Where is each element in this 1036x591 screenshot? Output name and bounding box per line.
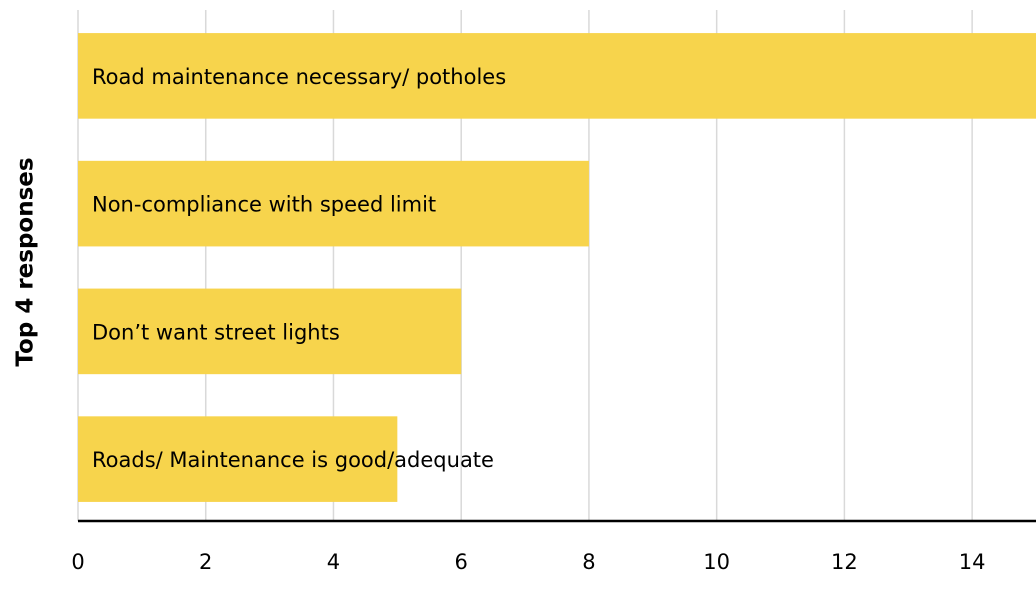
x-tick-label: 6 (455, 550, 468, 574)
x-tick-label: 0 (71, 550, 84, 574)
category-label: Road maintenance necessary/ potholes (92, 65, 506, 89)
bar (78, 33, 1036, 119)
x-tick-label: 2 (199, 550, 212, 574)
bar (78, 288, 462, 375)
category-label: Roads/ Maintenance is good/adequate (92, 448, 494, 472)
bar (78, 160, 589, 247)
bar (78, 416, 398, 502)
x-tick-label: 14 (959, 550, 986, 574)
x-tick-label: 10 (703, 550, 730, 574)
x-tick-label: 8 (582, 550, 595, 574)
category-label: Don’t want street lights (92, 320, 340, 344)
category-label: Non-compliance with speed limit (92, 193, 436, 217)
x-tick-label: 12 (831, 550, 858, 574)
x-tick-label: 4 (327, 550, 340, 574)
y-axis-title: Top 4 responses (13, 157, 39, 366)
